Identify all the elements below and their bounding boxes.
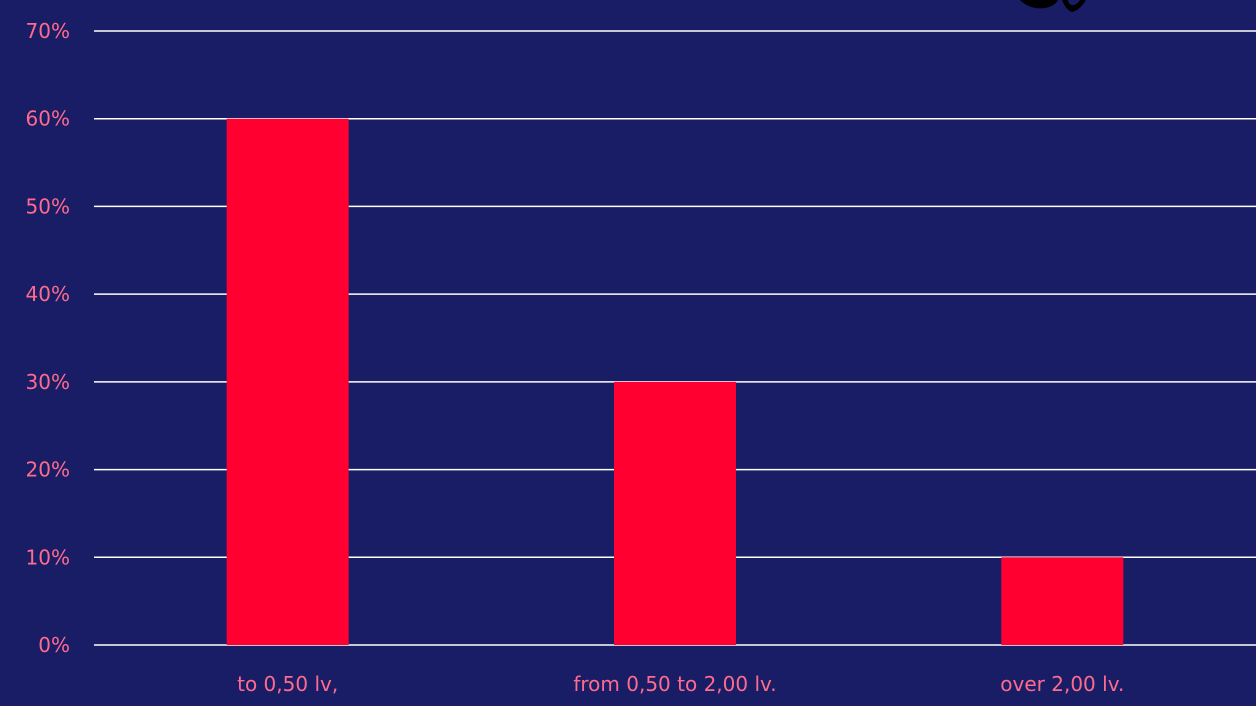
decorative-brush-mark: [1020, 0, 1086, 12]
y-tick-label: 0%: [38, 633, 70, 657]
y-tick-label: 50%: [26, 194, 70, 218]
bars: [226, 118, 1124, 645]
y-tick-label: 20%: [26, 458, 70, 482]
x-category-label: to 0,50 lv,: [237, 672, 338, 696]
x-category-label: over 2,00 lv.: [1000, 672, 1124, 696]
y-tick-label: 10%: [26, 545, 70, 569]
y-tick-label: 70%: [26, 19, 70, 43]
y-axis-tick-labels: 0% 10% 20% 30% 40% 50% 60% 70%: [26, 19, 70, 657]
y-tick-label: 30%: [26, 370, 70, 394]
x-axis-category-labels: to 0,50 lv, from 0,50 to 2,00 lv. over 2,0…: [237, 672, 1124, 696]
bar: [1001, 557, 1124, 645]
y-tick-label: 40%: [26, 282, 70, 306]
x-category-label: from 0,50 to 2,00 lv.: [573, 672, 776, 696]
bar: [226, 118, 349, 645]
y-tick-label: 60%: [26, 107, 70, 131]
bar: [614, 381, 736, 645]
